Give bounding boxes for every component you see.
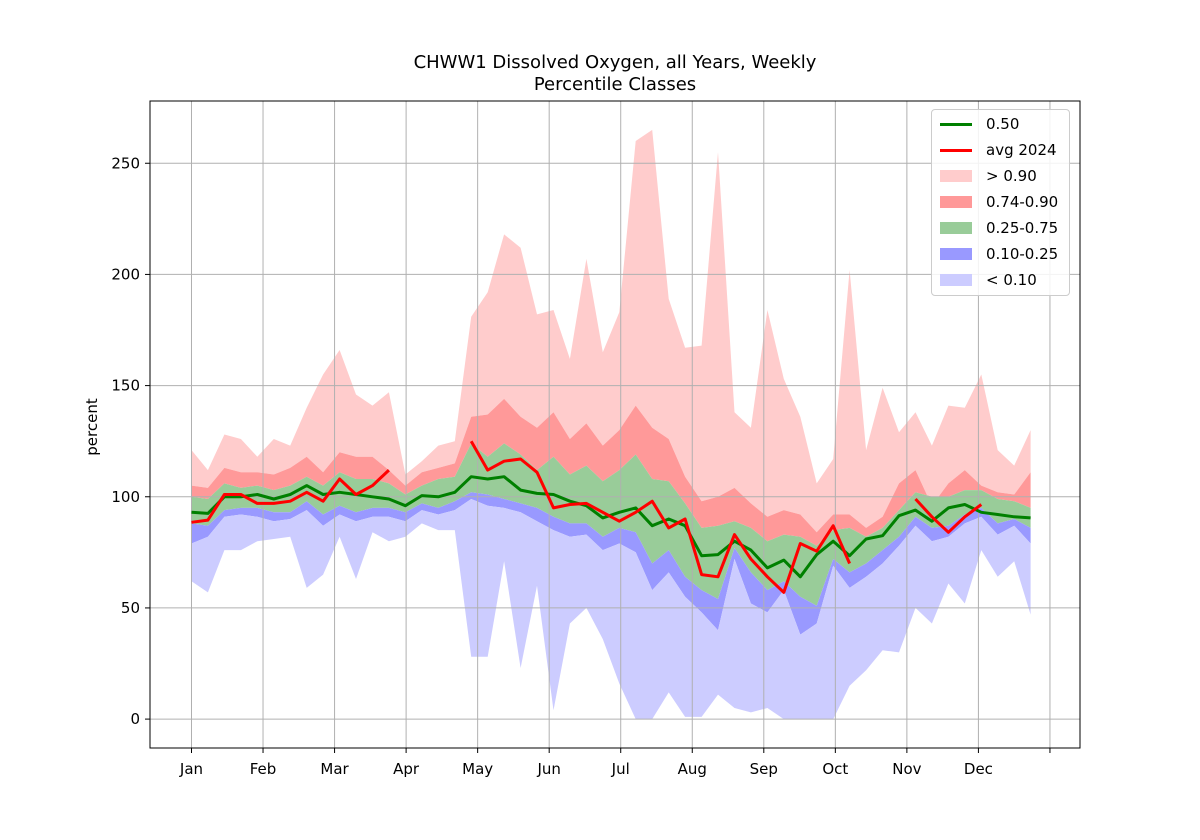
legend-label-25-75: 0.25-0.75 [986, 219, 1059, 237]
band-10-25 [191, 492, 1031, 635]
legend-item-gt-90: > 0.90 [940, 166, 1037, 186]
series-line-avg-2024 [191, 440, 983, 594]
y-tick-label: 250 [111, 154, 140, 172]
band-lt-10 [191, 499, 1031, 720]
x-tick-label: Nov [892, 760, 921, 778]
legend-swatch-10-25 [940, 248, 972, 260]
legend-line-median [940, 122, 972, 126]
y-tick-label: 50 [121, 599, 140, 617]
y-axis-ticks: 0 50 100 150 200 250 [111, 154, 150, 728]
x-tick-label: Aug [678, 760, 707, 778]
y-axis-label: percent [83, 398, 101, 456]
chart-title: CHWW1 Dissolved Oxygen, all Years, Weekl… [413, 52, 817, 73]
legend-item-avg-2024: avg 2024 [940, 140, 1057, 160]
legend-item-10-25: 0.10-0.25 [940, 244, 1058, 264]
legend-label-median: 0.50 [986, 115, 1020, 133]
legend-line-avg-2024 [940, 148, 972, 152]
y-tick-label: 150 [111, 377, 140, 395]
legend-swatch-25-75 [940, 222, 972, 234]
x-tick-label: Jan [179, 760, 203, 778]
y-tick-label: 200 [111, 265, 140, 283]
legend-item-25-75: 0.25-0.75 [940, 218, 1058, 238]
plot-frame [149, 100, 1081, 749]
legend-item-median: 0.50 [940, 114, 1019, 134]
legend-swatch-gt-90 [940, 170, 972, 182]
chart-subtitle: Percentile Classes [533, 74, 697, 95]
band-25-75 [191, 443, 1031, 606]
x-tick-label: Jun [536, 760, 560, 778]
x-tick-label: May [462, 760, 493, 778]
legend-label-lt-10: < 0.10 [986, 271, 1037, 289]
x-tick-label: Feb [250, 760, 277, 778]
percentile-bands [191, 129, 1031, 720]
x-tick-label: Dec [964, 760, 993, 778]
legend-item-74-90: 0.74-0.90 [940, 192, 1058, 212]
legend-label-gt-90: > 0.90 [986, 167, 1037, 185]
x-axis-ticks: Jan Feb Mar Apr May Jun Jul Aug Sep Oct Nov Dec [179, 748, 1051, 778]
x-tick-label: Apr [393, 760, 420, 778]
x-tick-label: Mar [320, 760, 349, 778]
legend-label-avg-2024: avg 2024 [986, 141, 1057, 159]
legend-swatch-74-90 [940, 196, 972, 208]
x-tick-label: Sep [750, 760, 778, 778]
y-tick-label: 100 [111, 488, 140, 506]
band-74-90 [191, 398, 1031, 546]
legend-label-10-25: 0.10-0.25 [986, 245, 1059, 263]
x-tick-label: Jul [611, 760, 630, 778]
y-tick-label: 0 [130, 710, 140, 728]
legend-label-74-90: 0.74-0.90 [986, 193, 1059, 211]
legend-swatch-lt-10 [940, 274, 972, 286]
x-tick-label: Oct [822, 760, 848, 778]
legend: 0.50 avg 2024 > 0.90 0.74-0.90 0.25-0.75… [931, 109, 1070, 296]
grid-lines [150, 101, 1080, 748]
series-lines [191, 440, 1031, 594]
legend-item-lt-10: < 0.10 [940, 270, 1037, 290]
